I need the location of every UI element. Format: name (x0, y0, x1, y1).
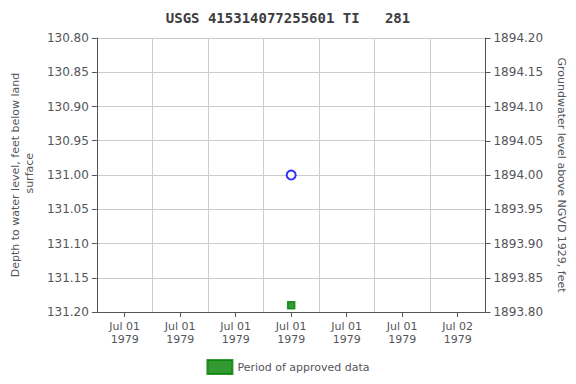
svg-text:Period of approved data: Period of approved data (237, 361, 369, 374)
svg-text:surface: surface (23, 153, 36, 197)
svg-text:Jul 01: Jul 01 (275, 320, 307, 333)
svg-text:1979: 1979 (166, 333, 194, 346)
svg-text:1979: 1979 (277, 333, 305, 346)
svg-text:1979: 1979 (444, 333, 472, 346)
svg-text:Depth to water level, feet bel: Depth to water level, feet below land (9, 73, 22, 278)
svg-text:1979: 1979 (333, 333, 361, 346)
svg-text:Jul 01: Jul 01 (164, 320, 196, 333)
svg-text:1894.20: 1894.20 (493, 31, 543, 45)
svg-text:131.05: 131.05 (47, 202, 89, 216)
svg-text:1894.00: 1894.00 (493, 168, 543, 182)
svg-text:131.10: 131.10 (47, 237, 89, 251)
svg-text:130.80: 130.80 (47, 31, 89, 45)
svg-text:1979: 1979 (222, 333, 250, 346)
svg-text:1893.95: 1893.95 (493, 202, 543, 216)
svg-text:130.90: 130.90 (47, 100, 89, 114)
svg-text:1979: 1979 (388, 333, 416, 346)
svg-text:Groundwater level above NGVD 1: Groundwater level above NGVD 1929, feet (555, 57, 568, 293)
svg-text:Jul 02: Jul 02 (441, 320, 473, 333)
svg-text:Jul 01: Jul 01 (108, 320, 140, 333)
svg-text:1979: 1979 (111, 333, 139, 346)
svg-text:131.00: 131.00 (47, 168, 89, 182)
svg-text:130.95: 130.95 (47, 134, 89, 148)
svg-text:1893.80: 1893.80 (493, 305, 543, 319)
svg-text:131.20: 131.20 (47, 305, 89, 319)
svg-text:1893.90: 1893.90 (493, 237, 543, 251)
svg-text:1894.05: 1894.05 (493, 134, 543, 148)
svg-text:USGS 415314077255601 TI 281: USGS 415314077255601 TI 281 (166, 10, 410, 26)
svg-text:Jul 01: Jul 01 (330, 320, 362, 333)
svg-text:Jul 01: Jul 01 (386, 320, 418, 333)
svg-text:1893.85: 1893.85 (493, 271, 543, 285)
svg-text:1894.10: 1894.10 (493, 100, 543, 114)
svg-text:130.85: 130.85 (47, 65, 89, 79)
svg-text:131.15: 131.15 (47, 271, 89, 285)
svg-text:1894.15: 1894.15 (493, 65, 543, 79)
svg-text:Jul 01: Jul 01 (219, 320, 251, 333)
